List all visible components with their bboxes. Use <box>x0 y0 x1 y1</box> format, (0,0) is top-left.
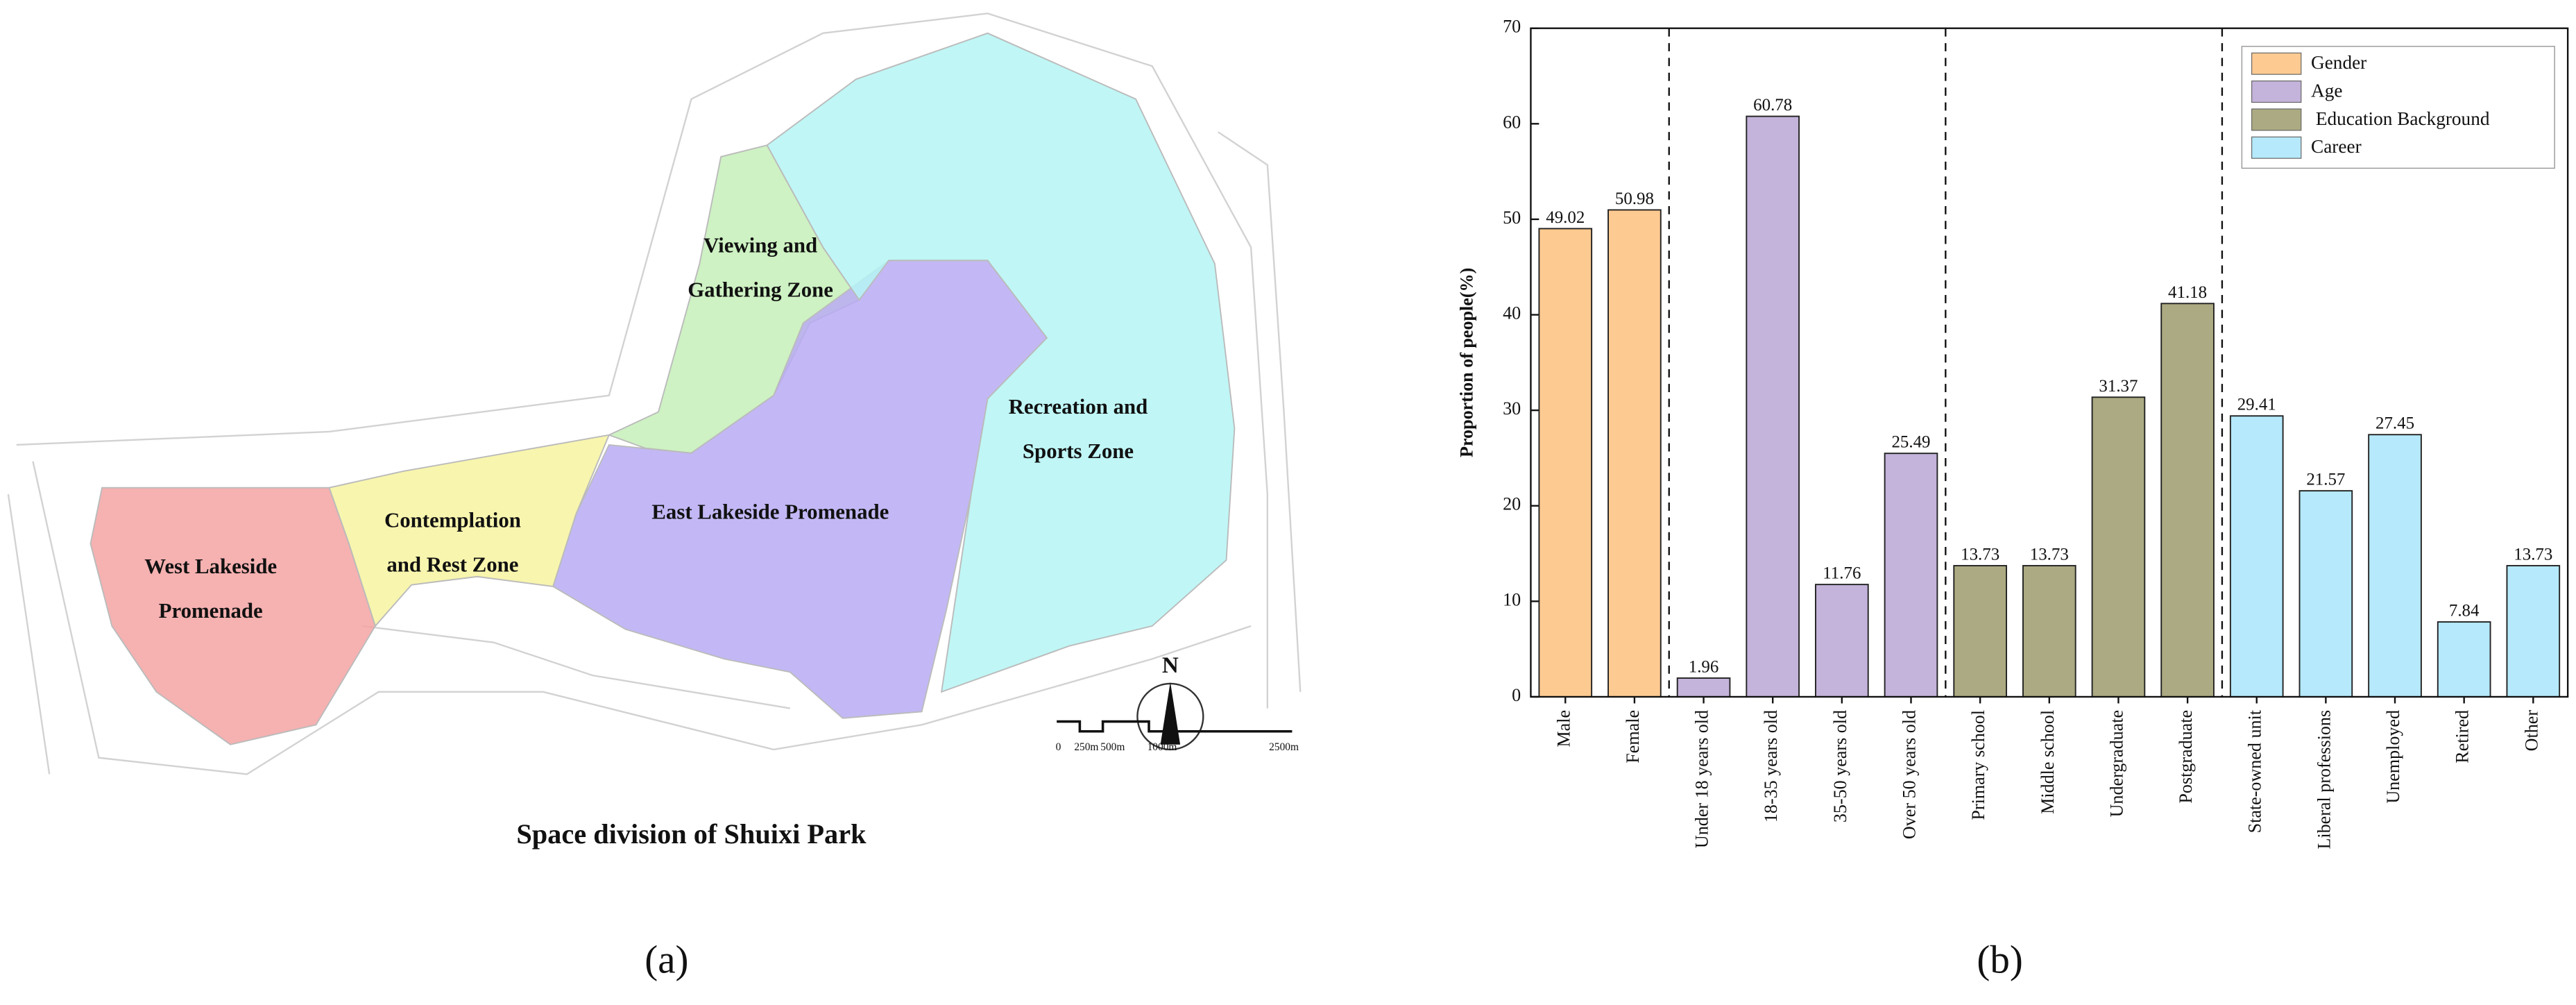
legend-swatch <box>2251 52 2302 75</box>
x-tick-label: Over 50 years old <box>1899 710 1919 839</box>
x-tick-label: Liberal professions <box>2314 710 2334 850</box>
north-label: N <box>1162 652 1179 678</box>
panel-label: (a) <box>645 938 688 981</box>
y-tick-label: 20 <box>1503 494 1521 514</box>
y-tick-label: 70 <box>1503 17 1521 37</box>
value-label: 25.49 <box>1891 433 1930 452</box>
value-label: 31.37 <box>2099 377 2138 396</box>
x-tick-label: Middle school <box>2038 710 2058 814</box>
legend-label: Education Background <box>2311 108 2490 129</box>
bar <box>2160 303 2215 698</box>
map-zones <box>89 32 1236 745</box>
value-label: 13.73 <box>2030 546 2069 564</box>
plot-frame <box>1530 27 2569 698</box>
bar <box>1815 584 1869 698</box>
y-tick-label: 50 <box>1503 208 1521 228</box>
legend-swatch <box>2251 108 2302 131</box>
value-label: 1.96 <box>1689 657 1719 676</box>
value-label: 7.84 <box>2449 602 2480 620</box>
x-tick-label: Other <box>2521 710 2541 752</box>
x-tick-label: Retired <box>2453 710 2473 763</box>
scale-label: 0 <box>1056 741 1061 753</box>
y-axis-label: Proportion of people(%) <box>1456 268 1476 457</box>
zone-label: Contemplation <box>384 509 521 532</box>
map-title: Space division of Shuixi Park <box>516 818 867 850</box>
value-label: 21.57 <box>2306 471 2345 489</box>
x-tick-label: Unemployed <box>2383 710 2403 804</box>
zone-label: Promenade <box>159 599 263 623</box>
legend-label: Career <box>2311 136 2362 157</box>
x-tick-label: Under 18 years old <box>1692 710 1712 848</box>
y-tick-label: 40 <box>1503 303 1521 323</box>
x-tick-label: State-owned unit <box>2245 709 2265 833</box>
zone-label: Gathering Zone <box>688 278 833 301</box>
y-tick-label: 0 <box>1512 685 1521 705</box>
scale-bar <box>1057 720 1293 733</box>
bar <box>2506 565 2561 698</box>
value-label: 29.41 <box>2237 396 2276 414</box>
bar <box>2437 621 2491 698</box>
bar <box>2022 565 2076 698</box>
bar <box>1953 565 2007 698</box>
value-label: 60.78 <box>1753 96 1792 115</box>
value-label: 11.76 <box>1823 564 1861 583</box>
map-roads <box>7 12 1302 775</box>
x-tick-label: Primary school <box>1968 710 1988 820</box>
value-label: 13.73 <box>1961 546 1999 564</box>
value-label: 49.02 <box>1546 208 1585 227</box>
zone-label: West Lakeside <box>144 555 277 578</box>
legend-label: Gender <box>2311 52 2366 73</box>
bar <box>2229 415 2284 698</box>
x-tick-label: Female <box>1623 710 1643 763</box>
value-label: 41.18 <box>2168 283 2207 302</box>
bar <box>1676 677 1731 698</box>
legend-swatch <box>2251 136 2302 159</box>
bar <box>1607 209 1662 698</box>
compass <box>1136 682 1204 751</box>
scale-label: 500m <box>1100 741 1125 753</box>
zone-recreation <box>766 32 1236 693</box>
scale-label: 250m <box>1074 741 1098 753</box>
x-tick-label: Undergraduate <box>2106 710 2126 817</box>
bar <box>2368 434 2422 698</box>
scale-label: 1000m <box>1148 741 1177 753</box>
panel-label: (b) <box>1977 938 2022 981</box>
y-tick-label: 30 <box>1503 398 1521 419</box>
zone-label: Recreation and <box>1009 395 1148 419</box>
x-tick-label: Male <box>1553 710 1573 748</box>
y-tick-label: 60 <box>1503 112 1521 132</box>
bar <box>2091 396 2146 698</box>
zone-contemplation <box>328 434 611 627</box>
value-label: 27.45 <box>2375 414 2414 433</box>
zone-label: Sports Zone <box>1023 439 1134 463</box>
zone-label: East Lakeside Promenade <box>651 500 889 524</box>
bar <box>1746 115 1800 698</box>
y-tick-label: 10 <box>1503 589 1521 609</box>
zone-label: and Rest Zone <box>386 553 518 577</box>
x-tick-label: 18-35 years old <box>1761 710 1781 822</box>
zone-label: Viewing and <box>703 233 817 257</box>
scale-label: 2500m <box>1269 741 1299 753</box>
bar <box>1884 453 1938 698</box>
value-label: 13.73 <box>2514 546 2552 564</box>
bar <box>2298 490 2353 698</box>
legend-label: Age <box>2311 81 2342 101</box>
x-tick-label: Postgraduate <box>2176 710 2196 804</box>
x-tick-label: 35-50 years old <box>1830 710 1850 822</box>
value-label: 50.98 <box>1615 189 1654 208</box>
bar <box>1538 228 1593 698</box>
legend-swatch <box>2251 81 2302 103</box>
